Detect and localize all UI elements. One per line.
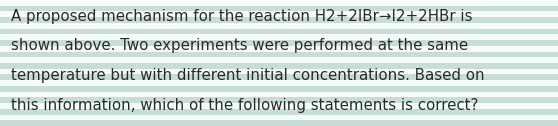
Bar (0, 34, 558, 40)
Bar (0, 17, 558, 23)
Text: temperature but with different initial concentrations. Based on: temperature but with different initial c… (11, 68, 485, 83)
Bar (0, 86, 558, 92)
Bar (0, 6, 558, 11)
Bar (0, 63, 558, 69)
Bar (0, 11, 558, 17)
Text: this information, which of the following statements is correct?: this information, which of the following… (11, 98, 479, 113)
Bar (0, 120, 558, 126)
Bar (0, 40, 558, 46)
Bar (0, 92, 558, 97)
Bar (0, 115, 558, 120)
Bar (0, 23, 558, 29)
Bar (0, 97, 558, 103)
Bar (0, 103, 558, 109)
Bar (0, 57, 558, 63)
Bar (0, 109, 558, 115)
Bar (0, 80, 558, 86)
Bar (0, 69, 558, 74)
Bar (0, 29, 558, 34)
Bar (0, 74, 558, 80)
Bar (0, 52, 558, 57)
Text: shown above. Two experiments were performed at the same: shown above. Two experiments were perfor… (11, 38, 468, 53)
Bar (0, 46, 558, 52)
Text: A proposed mechanism for the reaction H2+2IBr→I2+2HBr is: A proposed mechanism for the reaction H2… (11, 9, 473, 24)
Bar (0, 0, 558, 6)
